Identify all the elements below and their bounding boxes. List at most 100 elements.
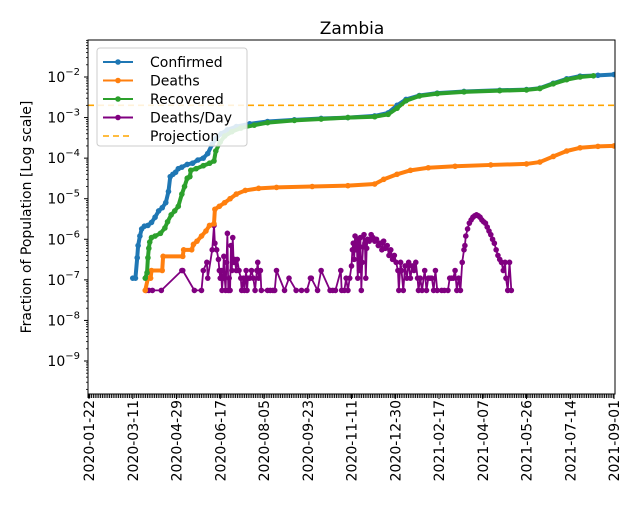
x-tick-label: 2020-04-29 <box>170 400 186 481</box>
chart-title: Zambia <box>320 19 385 39</box>
deaths-point <box>371 181 378 187</box>
deaths-day-point <box>244 287 250 294</box>
deaths-day-point <box>412 259 419 266</box>
deaths-point <box>611 143 615 149</box>
deaths-day-point <box>257 267 264 274</box>
deaths-day-point <box>362 240 368 247</box>
deaths-day-point <box>250 275 257 281</box>
deaths-day-point <box>348 263 355 269</box>
deaths-day-point <box>314 287 321 294</box>
recovered-point <box>171 208 178 214</box>
deaths-day-point <box>209 247 216 253</box>
x-tick-label: 2020-01-22 <box>82 400 98 481</box>
deaths-day-point <box>223 259 230 266</box>
deaths-point <box>190 241 197 248</box>
deaths-point <box>233 191 240 197</box>
deaths-day-point <box>332 287 339 294</box>
deaths-day-point <box>243 267 249 274</box>
recovered-point <box>563 76 570 83</box>
deaths-day-point <box>405 259 412 266</box>
deaths-day-point <box>218 267 224 274</box>
deaths-day-point <box>298 287 305 294</box>
deaths-point <box>179 253 186 260</box>
deaths-day-point <box>354 275 361 281</box>
recovered-point <box>206 160 213 167</box>
deaths-day-point <box>240 275 247 281</box>
deaths-day-point <box>397 259 404 266</box>
deaths-day-point <box>450 275 457 281</box>
recovered-point <box>577 74 583 80</box>
deaths-day-point <box>493 247 499 253</box>
recovered-point <box>142 275 149 281</box>
legend-item-deaths: Deaths <box>103 74 200 90</box>
deaths-day-point <box>445 287 451 294</box>
axes-layer: 10−9 10−8 10−7 10−6 10−5 10−4 10−3 10−2 2020-01-… <box>47 39 623 481</box>
legend-label: Deaths/Day <box>150 111 232 127</box>
deaths-point <box>147 275 154 281</box>
recovered-point <box>496 87 503 94</box>
legend-item-deaths-day: Deaths/Day <box>103 111 232 127</box>
recovered-point <box>523 87 530 93</box>
confirmed-point <box>611 71 615 78</box>
deaths-day-point <box>503 275 509 281</box>
recovered-point <box>146 245 152 252</box>
recovered-point <box>181 183 188 190</box>
deaths-day-point <box>229 234 236 241</box>
deaths-day-point <box>255 275 262 281</box>
deaths-day-point <box>215 256 222 263</box>
legend-item-recovered: Recovered <box>103 92 224 108</box>
confirmed-point <box>155 208 162 214</box>
recovered-point <box>537 85 543 92</box>
deaths-point <box>227 195 233 202</box>
recovered-point <box>264 119 271 126</box>
deaths-day-point <box>393 259 399 266</box>
x-tick-label: 2020-09-23 <box>301 400 317 481</box>
deaths-point <box>345 182 351 189</box>
legend-marker <box>115 96 121 102</box>
deaths-day-point <box>248 267 255 274</box>
y-axis-label: Fraction of Population [Log scale] <box>19 101 35 334</box>
series-layer <box>88 71 615 294</box>
deaths-point <box>242 187 249 194</box>
deaths-day-point <box>254 259 261 266</box>
confirmed-point <box>204 150 211 157</box>
x-tick-label: 2020-11-11 <box>345 400 361 481</box>
deaths-day-point <box>304 287 310 294</box>
deaths-day-point <box>409 263 416 269</box>
deaths-day-point <box>363 245 370 252</box>
confirmed-point <box>162 199 169 206</box>
deaths-day-point <box>204 275 211 281</box>
deaths-day-point <box>221 253 227 260</box>
recovered-point <box>550 80 557 87</box>
deaths-day-point <box>179 267 186 274</box>
recovered-point <box>416 93 423 99</box>
plot-area <box>88 71 615 294</box>
deaths-day-point <box>212 240 218 247</box>
y-tick-label: 10−6 <box>47 229 80 248</box>
deaths-point <box>394 171 400 178</box>
deaths-day-point <box>158 287 165 294</box>
recovered-point <box>144 269 150 276</box>
deaths-day-point <box>271 287 278 294</box>
deaths-day-point <box>358 287 365 294</box>
deaths-day-point <box>213 247 220 253</box>
deaths-point <box>142 287 149 294</box>
deaths-day-point <box>500 267 507 274</box>
x-tick-label: 2020-06-17 <box>213 400 229 481</box>
deaths-point <box>273 184 280 191</box>
deaths-day-point <box>337 267 344 274</box>
confirmed-point <box>200 155 207 161</box>
confirmed-point <box>189 160 196 167</box>
legend: Confirmed Deaths Recovered Deaths/Day Projec… <box>96 47 248 147</box>
recovered-point <box>461 89 467 95</box>
deaths-day-point <box>384 242 391 249</box>
deaths-day-point <box>286 275 292 281</box>
deaths-point <box>487 162 494 168</box>
deaths-day-point <box>200 267 207 274</box>
deaths-day-point <box>402 263 408 269</box>
deaths-day-point <box>386 252 392 259</box>
x-tick-label: 2020-12-30 <box>388 400 404 481</box>
deaths-day-point <box>421 267 428 274</box>
deaths-point <box>211 221 217 227</box>
